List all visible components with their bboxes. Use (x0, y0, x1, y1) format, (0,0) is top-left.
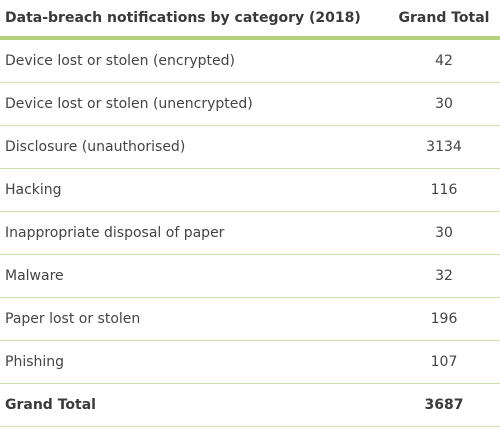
count-cell: 30 (388, 211, 500, 255)
count-cell: 30 (388, 82, 500, 126)
header-cell: Grand Total (388, 0, 500, 40)
header-cell: Data-breach notifications by category (2… (0, 0, 388, 40)
data-row: Paper lost or stolen 196 (0, 297, 500, 341)
table-header: Data-breach notifications by category (2… (0, 0, 500, 40)
count-cell: 42 (388, 38, 500, 83)
category-cell: Phishing (0, 340, 388, 384)
data-row: Disclosure (unauthorised) 3134 (0, 125, 500, 169)
count-cell: 196 (388, 297, 500, 341)
category-cell: Grand Total (0, 383, 388, 427)
data-row: Malware 32 (0, 254, 500, 298)
count-cell: 107 (388, 340, 500, 384)
data-row: Inappropriate disposal of paper 30 (0, 211, 500, 255)
count-cell: 3687 (388, 383, 500, 427)
data-row: Device lost or stolen (unencrypted) 30 (0, 82, 500, 126)
category-cell: Malware (0, 254, 388, 298)
category-cell: Disclosure (unauthorised) (0, 125, 388, 169)
data-row: Hacking 116 (0, 168, 500, 212)
category-cell: Paper lost or stolen (0, 297, 388, 341)
category-cell: Device lost or stolen (encrypted) (0, 38, 388, 83)
header-row: Data-breach notifications by category (2… (0, 0, 500, 40)
data-row: Phishing 107 (0, 340, 500, 384)
category-cell: Inappropriate disposal of paper (0, 211, 388, 255)
data-row: Device lost or stolen (encrypted) 42 (0, 38, 500, 83)
category-cell: Hacking (0, 168, 388, 212)
count-cell: 116 (388, 168, 500, 212)
count-cell: 3134 (388, 125, 500, 169)
count-cell: 32 (388, 254, 500, 298)
total-row: Grand Total 3687 (0, 383, 500, 427)
table-body: Device lost or stolen (encrypted) 42 Devic… (0, 38, 500, 427)
category-cell: Device lost or stolen (unencrypted) (0, 82, 388, 126)
